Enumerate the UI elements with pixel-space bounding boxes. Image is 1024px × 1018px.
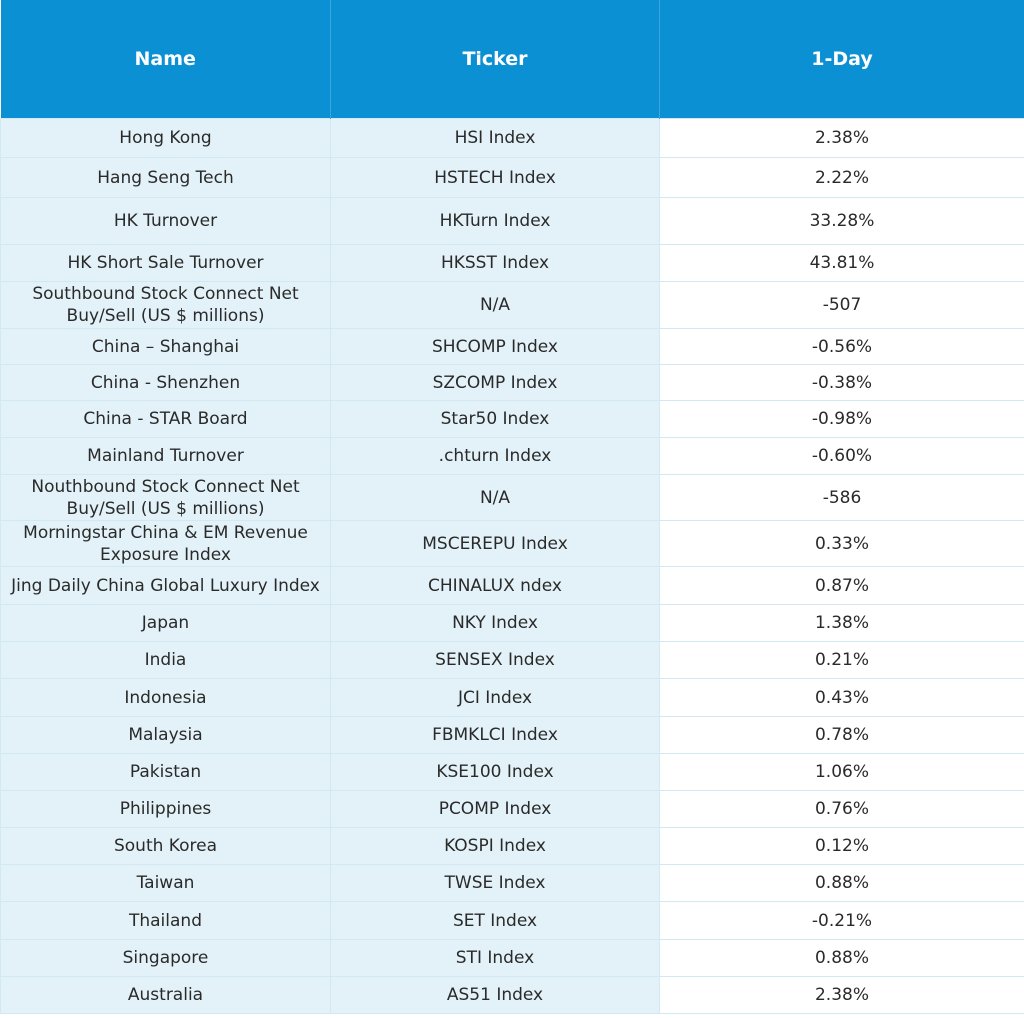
change-cell: 0.12% bbox=[659, 827, 1024, 865]
ticker-cell: JCI Index bbox=[330, 678, 660, 717]
change-cell: -0.60% bbox=[659, 437, 1024, 475]
name-cell: Taiwan bbox=[0, 864, 331, 902]
name-cell: South Korea bbox=[0, 827, 331, 865]
table-row: Nouthbound Stock Connect Net Buy/Sell (U… bbox=[0, 474, 1024, 521]
ticker-cell: SHCOMP Index bbox=[330, 328, 660, 365]
column-header: 1-Day bbox=[659, 0, 1024, 119]
name-cell: HK Short Sale Turnover bbox=[0, 244, 331, 282]
table-row: China – Shanghai SHCOMP Index -0.56% bbox=[0, 328, 1024, 365]
table-row: Japan NKY Index 1.38% bbox=[0, 604, 1024, 642]
change-cell: -0.98% bbox=[659, 400, 1024, 438]
table-row: Australia AS51 Index 2.38% bbox=[0, 976, 1024, 1014]
change-cell: -586 bbox=[659, 474, 1024, 521]
table-row: Hong Kong HSI Index 2.38% bbox=[0, 118, 1024, 158]
ticker-cell: HKTurn Index bbox=[330, 197, 660, 245]
change-cell: 0.76% bbox=[659, 790, 1024, 828]
ticker-cell: SENSEX Index bbox=[330, 641, 660, 679]
ticker-cell: FBMKLCI Index bbox=[330, 716, 660, 754]
ticker-cell: AS51 Index bbox=[330, 976, 660, 1014]
table-row: South Korea KOSPI Index 0.12% bbox=[0, 827, 1024, 865]
ticker-cell: KOSPI Index bbox=[330, 827, 660, 865]
name-cell: HK Turnover bbox=[0, 197, 331, 245]
name-cell: Nouthbound Stock Connect Net Buy/Sell (U… bbox=[0, 474, 331, 521]
ticker-cell: Star50 Index bbox=[330, 400, 660, 438]
ticker-cell: PCOMP Index bbox=[330, 790, 660, 828]
ticker-cell: .chturn Index bbox=[330, 437, 660, 475]
table-body: Hong Kong HSI Index 2.38% Hang Seng Tech HST… bbox=[0, 118, 1024, 1014]
ticker-cell: STI Index bbox=[330, 939, 660, 977]
change-cell: -0.56% bbox=[659, 328, 1024, 365]
name-cell: Thailand bbox=[0, 901, 331, 940]
change-cell: 0.88% bbox=[659, 864, 1024, 902]
change-cell: -0.38% bbox=[659, 364, 1024, 401]
ticker-cell: HKSST Index bbox=[330, 244, 660, 282]
change-cell: 1.06% bbox=[659, 753, 1024, 791]
ticker-cell: HSI Index bbox=[330, 118, 660, 158]
change-cell: 0.43% bbox=[659, 678, 1024, 717]
table-row: Thailand SET Index -0.21% bbox=[0, 901, 1024, 940]
header-row: Name Ticker 1-Day bbox=[0, 0, 1024, 119]
table-row: Indonesia JCI Index 0.43% bbox=[0, 678, 1024, 717]
ticker-cell: MSCEREPU Index bbox=[330, 520, 660, 567]
name-cell: Morningstar China & EM Revenue Exposure … bbox=[0, 520, 331, 567]
name-cell: Southbound Stock Connect Net Buy/Sell (U… bbox=[0, 281, 331, 329]
column-header: Ticker bbox=[330, 0, 660, 119]
change-cell: 0.88% bbox=[659, 939, 1024, 977]
name-cell: India bbox=[0, 641, 331, 679]
change-cell: 0.87% bbox=[659, 566, 1024, 605]
ticker-cell: TWSE Index bbox=[330, 864, 660, 902]
name-cell: Mainland Turnover bbox=[0, 437, 331, 475]
change-cell: 0.33% bbox=[659, 520, 1024, 567]
change-cell: 2.38% bbox=[659, 976, 1024, 1014]
table-row: Taiwan TWSE Index 0.88% bbox=[0, 864, 1024, 902]
name-cell: China - Shenzhen bbox=[0, 364, 331, 401]
table-row: Morningstar China & EM Revenue Exposure … bbox=[0, 520, 1024, 567]
change-cell: -0.21% bbox=[659, 901, 1024, 940]
table-row: Singapore STI Index 0.88% bbox=[0, 939, 1024, 977]
name-cell: Pakistan bbox=[0, 753, 331, 791]
name-cell: Jing Daily China Global Luxury Index bbox=[0, 566, 331, 605]
table-row: Jing Daily China Global Luxury Index CHIN… bbox=[0, 566, 1024, 605]
table-row: India SENSEX Index 0.21% bbox=[0, 641, 1024, 679]
table-row: Philippines PCOMP Index 0.76% bbox=[0, 790, 1024, 828]
table-row: Hang Seng Tech HSTECH Index 2.22% bbox=[0, 157, 1024, 198]
name-cell: Malaysia bbox=[0, 716, 331, 754]
ticker-cell: CHINALUX ndex bbox=[330, 566, 660, 605]
table-row: Pakistan KSE100 Index 1.06% bbox=[0, 753, 1024, 791]
name-cell: Indonesia bbox=[0, 678, 331, 717]
ticker-cell: HSTECH Index bbox=[330, 157, 660, 198]
name-cell: China – Shanghai bbox=[0, 328, 331, 365]
change-cell: 2.22% bbox=[659, 157, 1024, 198]
table-row: China - STAR Board Star50 Index -0.98% bbox=[0, 400, 1024, 438]
name-cell: Japan bbox=[0, 604, 331, 642]
name-cell: Australia bbox=[0, 976, 331, 1014]
change-cell: 43.81% bbox=[659, 244, 1024, 282]
name-cell: Hang Seng Tech bbox=[0, 157, 331, 198]
ticker-cell: KSE100 Index bbox=[330, 753, 660, 791]
column-header: Name bbox=[0, 0, 331, 119]
change-cell: 33.28% bbox=[659, 197, 1024, 245]
ticker-cell: SZCOMP Index bbox=[330, 364, 660, 401]
name-cell: Philippines bbox=[0, 790, 331, 828]
table-row: Mainland Turnover .chturn Index -0.60% bbox=[0, 437, 1024, 475]
change-cell: -507 bbox=[659, 281, 1024, 329]
table-row: HK Turnover HKTurn Index 33.28% bbox=[0, 197, 1024, 245]
name-cell: Hong Kong bbox=[0, 118, 331, 158]
change-cell: 2.38% bbox=[659, 118, 1024, 158]
ticker-cell: SET Index bbox=[330, 901, 660, 940]
ticker-cell: NKY Index bbox=[330, 604, 660, 642]
ticker-cell: N/A bbox=[330, 281, 660, 329]
change-cell: 0.78% bbox=[659, 716, 1024, 754]
change-cell: 1.38% bbox=[659, 604, 1024, 642]
table-row: China - Shenzhen SZCOMP Index -0.38% bbox=[0, 364, 1024, 401]
name-cell: China - STAR Board bbox=[0, 400, 331, 438]
name-cell: Singapore bbox=[0, 939, 331, 977]
ticker-cell: N/A bbox=[330, 474, 660, 521]
table-row: Southbound Stock Connect Net Buy/Sell (U… bbox=[0, 281, 1024, 329]
table-row: Malaysia FBMKLCI Index 0.78% bbox=[0, 716, 1024, 754]
change-cell: 0.21% bbox=[659, 641, 1024, 679]
table-row: HK Short Sale Turnover HKSST Index 43.81% bbox=[0, 244, 1024, 282]
